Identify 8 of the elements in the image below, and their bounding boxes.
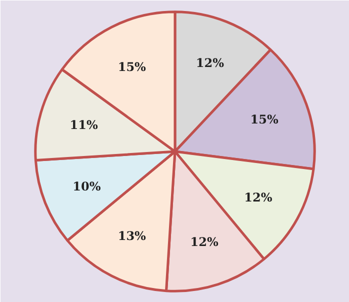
data-label: 13% — [118, 229, 147, 244]
data-label: 11% — [70, 118, 98, 132]
data-label: 10% — [72, 180, 102, 194]
data-label: 12% — [190, 234, 219, 249]
data-label: 15% — [118, 60, 147, 74]
data-label: 15% — [250, 112, 279, 126]
data-label: 12% — [244, 190, 273, 204]
data-label: 12% — [196, 56, 225, 70]
